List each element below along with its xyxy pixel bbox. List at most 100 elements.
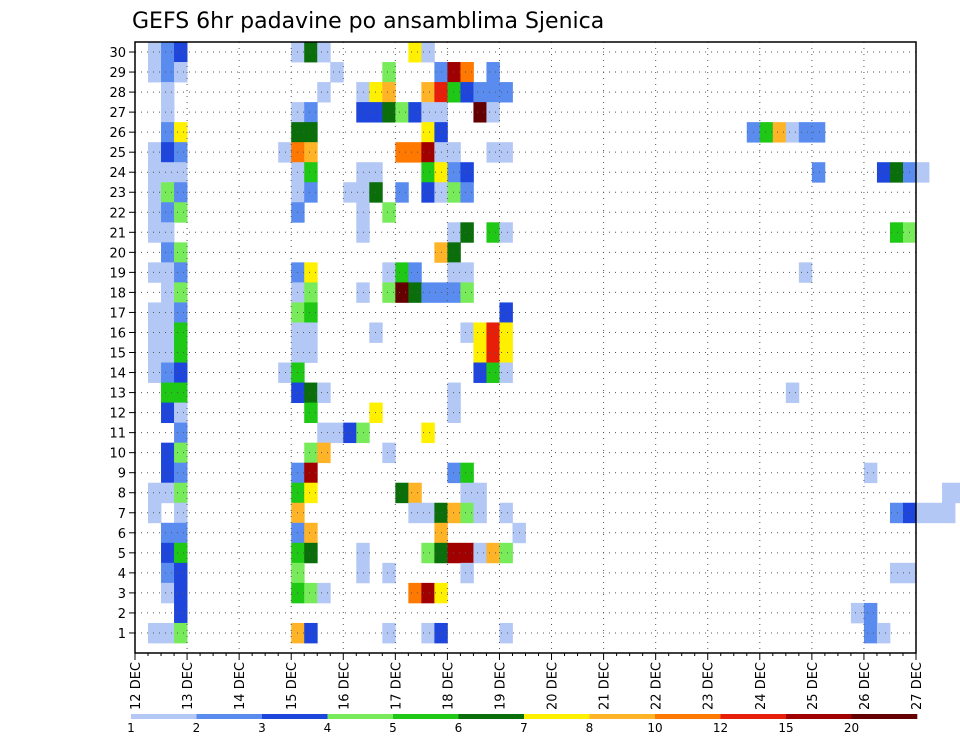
heat-cell	[421, 622, 435, 644]
heat-cell	[473, 482, 487, 504]
heat-cell	[421, 102, 435, 123]
colorbar-label: 15	[778, 721, 793, 735]
heat-cell	[421, 82, 435, 103]
heat-cell	[161, 222, 175, 243]
colorbar: 1 2 3 4 5 6 7 8 10 12 15 20	[127, 714, 918, 735]
heat-cell	[460, 502, 474, 524]
heat-cell	[304, 142, 318, 163]
heat-cell	[473, 102, 487, 123]
heat-cell	[460, 322, 474, 343]
y-tick-label: 13	[109, 387, 126, 402]
heat-cell	[369, 102, 383, 123]
heat-cell	[161, 42, 175, 63]
colorbar-label: 6	[455, 721, 463, 735]
heat-cell	[382, 202, 396, 223]
heat-cell	[408, 142, 422, 163]
heat-cell	[955, 482, 960, 504]
colorbar-label: 7	[520, 721, 528, 735]
heat-cell	[369, 322, 383, 343]
x-tick-label: 16 DEC	[337, 662, 352, 710]
heat-cell	[798, 262, 813, 283]
heat-cell	[356, 282, 370, 303]
heat-cell	[447, 502, 461, 524]
heat-cell	[447, 262, 461, 283]
heat-cell	[161, 62, 175, 83]
heat-cell	[889, 222, 904, 243]
heat-cell	[161, 542, 175, 564]
heat-cell	[486, 222, 500, 243]
heat-cell	[148, 342, 162, 363]
heat-cell	[174, 182, 188, 203]
heat-cell	[408, 282, 422, 303]
heat-cell	[174, 382, 188, 403]
heat-cell	[447, 542, 461, 564]
heat-cell	[174, 42, 188, 63]
heat-cell	[148, 62, 162, 83]
heat-cell	[421, 502, 435, 524]
heat-cell	[148, 502, 162, 524]
heat-cell	[421, 122, 435, 143]
x-tick-label: 21 DEC	[598, 662, 613, 710]
heat-cell	[304, 542, 318, 564]
heat-cell	[148, 162, 162, 183]
heat-cell	[408, 262, 422, 283]
heat-cell	[382, 282, 396, 303]
heat-cell	[174, 602, 188, 624]
heat-cell	[499, 342, 513, 363]
colorbar-swatch	[655, 714, 721, 719]
heat-cell	[889, 502, 904, 524]
y-tick-label: 26	[109, 126, 126, 141]
heat-cell	[460, 222, 474, 243]
colorbar-label: 10	[647, 721, 662, 735]
chart-title: GEFS 6hr padavine po ansamblima Sjenica	[132, 9, 604, 34]
heat-cell	[174, 142, 188, 163]
y-tick-label: 14	[109, 367, 126, 382]
heat-cell	[356, 422, 370, 444]
y-tick-label: 7	[118, 507, 126, 522]
y-tick-label: 9	[118, 467, 126, 482]
x-tick-label: 12 DEC	[129, 662, 144, 710]
heat-cell	[148, 302, 162, 323]
colorbar-label: 12	[713, 721, 728, 735]
colorbar-label: 4	[324, 721, 332, 735]
heat-cell	[460, 182, 474, 203]
heat-cell	[473, 542, 487, 564]
heat-cell	[356, 222, 370, 243]
heat-cell	[369, 162, 383, 183]
heat-cell	[317, 582, 331, 604]
heat-cell	[148, 622, 162, 644]
heat-cell	[486, 142, 500, 163]
y-tick-label: 2	[118, 607, 126, 622]
heat-cell	[395, 102, 409, 123]
heat-cell	[382, 102, 396, 123]
x-tick-label: 20 DEC	[546, 662, 561, 710]
heat-cell	[148, 262, 162, 283]
heat-cell	[304, 262, 318, 283]
heat-cell	[369, 82, 383, 103]
heat-cell	[148, 362, 162, 383]
heat-cell	[486, 322, 500, 343]
heat-cell	[161, 202, 175, 223]
x-tick-label: 15 DEC	[285, 662, 300, 710]
heat-cell	[161, 302, 175, 323]
heat-cell	[161, 562, 175, 584]
heat-cell	[174, 582, 188, 604]
y-tick-label: 10	[109, 447, 126, 462]
heat-cell	[447, 82, 461, 103]
heat-cell	[148, 482, 162, 504]
heat-cell	[161, 342, 175, 363]
heat-cell	[317, 422, 331, 444]
heat-cell	[304, 102, 318, 123]
heat-cell	[356, 182, 370, 203]
x-tick-label: 27 DEC	[910, 662, 925, 710]
y-tick-label: 22	[109, 206, 126, 221]
colorbar-swatch	[458, 714, 525, 719]
heat-cell	[447, 182, 461, 203]
heat-cell	[161, 482, 175, 504]
x-tick-label: 14 DEC	[233, 662, 248, 710]
heat-cell	[408, 102, 422, 123]
colorbar-label: 8	[586, 721, 594, 735]
heat-cell	[382, 82, 396, 103]
heat-cell	[356, 542, 370, 564]
